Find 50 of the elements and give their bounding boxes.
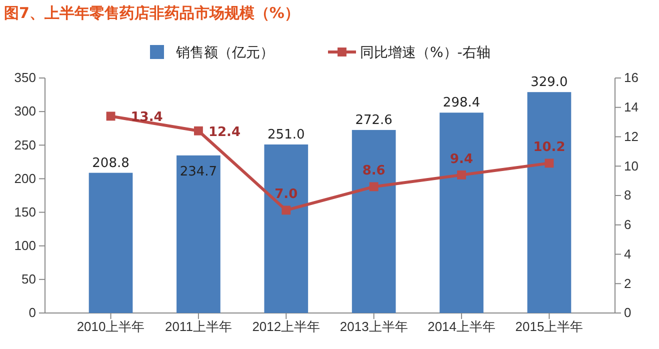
data-label: 208.8 [92,156,130,171]
y2-tick-label: 0 [624,305,632,320]
y-tick-label: 250 [14,137,36,152]
data-label: 13.4 [130,110,163,126]
point [369,182,378,192]
data-label: 9.4 [450,152,474,167]
y2-tick-label: 12 [624,128,638,144]
point [194,126,203,136]
y-tick-label: 50 [22,272,36,287]
point [282,206,291,215]
bar [527,92,572,313]
chart-title: 图7、上半年零售药店非药品市场规模（%） [4,4,300,22]
y2-tick-label: 10 [624,158,638,174]
data-label: 272.6 [355,112,392,128]
legend-label: 销售额（亿元） [175,45,274,61]
bar [176,155,220,313]
y-tick-label: 200 [14,170,36,186]
bar [88,172,133,313]
bar [440,112,484,313]
data-label: 10.2 [533,140,566,156]
bar [352,130,396,313]
bar [264,144,308,313]
y-tick-label: 100 [14,238,36,254]
data-label: 7.0 [274,187,298,202]
y2-tick-label: 8 [624,188,632,203]
x-tick-label: 2011上半年 [164,319,232,334]
y-tick-label: 150 [14,204,36,220]
data-label: 329.0 [530,75,568,90]
x-tick-label: 2014上半年 [428,319,496,334]
y2-tick-label: 6 [624,217,632,232]
y2-tick-label: 2 [624,276,632,291]
x-tick-label: 2010上半年 [76,319,145,334]
y2-tick-label: 4 [624,246,632,262]
x-tick-label: 2015上半年 [515,319,584,334]
y-tick-label: 0 [28,305,36,320]
point [457,170,466,180]
y-tick-label: 300 [14,104,36,119]
point [544,158,554,168]
y2-tick-label: 14 [624,100,638,115]
data-label: 8.6 [362,164,386,179]
data-label: 234.7 [180,164,218,180]
data-label: 298.4 [442,96,480,111]
y-tick-label: 350 [14,70,36,86]
y2-tick-label: 16 [624,70,638,86]
data-label: 12.4 [208,124,241,140]
point [106,112,116,121]
x-tick-label: 2012上半年 [252,319,320,334]
legend-label: 同比增速（%）-右轴 [360,45,490,61]
data-label: 251.0 [268,127,305,142]
x-tick-label: 2013上半年 [340,319,408,334]
